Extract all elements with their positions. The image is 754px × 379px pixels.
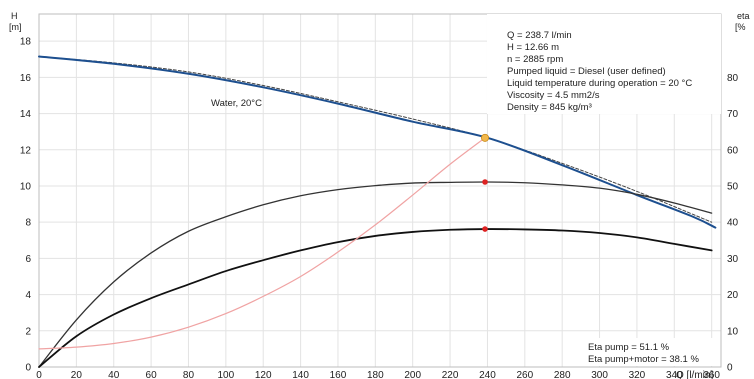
- x-tick-label: 260: [516, 370, 533, 379]
- y-right-tick-label: 40: [727, 218, 739, 229]
- y-left-tick-label: 2: [25, 326, 31, 337]
- plot-frame: [38, 13, 722, 368]
- x-tick-label: 40: [108, 370, 120, 379]
- y-left-tick-label: 8: [25, 218, 31, 229]
- x-tick-label: 120: [255, 370, 272, 379]
- x-tick-label: 80: [183, 370, 195, 379]
- x-tick-label: 240: [479, 370, 496, 379]
- x-tick-label: 160: [330, 370, 347, 379]
- y-left-tick-label: 6: [25, 254, 31, 265]
- info-line-density: Density = 845 kg/m³: [507, 102, 592, 113]
- y-right-tick-label: 30: [727, 254, 739, 265]
- eta-pump-motor-point: [482, 226, 488, 232]
- y-right-tick-label: 80: [727, 73, 739, 84]
- y-left-axis-label: H: [11, 11, 18, 21]
- y-right-axis-label: eta: [737, 11, 750, 21]
- y-right-tick-label: 0: [727, 363, 733, 374]
- eta-pump-point: [482, 179, 488, 185]
- x-tick-label: 280: [554, 370, 571, 379]
- y-left-tick-label: 0: [25, 363, 31, 374]
- y-right-tick-label: 50: [727, 181, 739, 192]
- x-axis-label: Q [l/min]: [676, 370, 713, 379]
- info-line-h: H = 12.66 m: [507, 42, 559, 53]
- x-tick-label: 360: [703, 370, 720, 379]
- x-tick-label: 340: [666, 370, 683, 379]
- series-water-head-curve: [38, 56, 713, 223]
- eta-box: [584, 338, 716, 366]
- x-tick-label: 0: [36, 370, 42, 379]
- y-right-tick-label: 60: [727, 145, 739, 156]
- info-line-viscosity: Viscosity = 4.5 mm2/s: [507, 90, 600, 101]
- y-left-tick-label: 12: [20, 145, 32, 156]
- info-line-liquid: Pumped liquid = Diesel (user defined): [507, 66, 666, 77]
- x-tick-label: 180: [367, 370, 384, 379]
- x-tick-label: 320: [629, 370, 646, 379]
- y-left-tick-label: 4: [25, 290, 31, 301]
- series-diesel-head-curve: [38, 55, 717, 229]
- info-line-n: n = 2885 rpm: [507, 54, 563, 65]
- y-right-tick-label: 70: [727, 109, 739, 120]
- x-tick-label: 220: [442, 370, 459, 379]
- y-left-axis-unit: [m]: [9, 22, 22, 32]
- series-eta-pump-motor-curve: [38, 228, 713, 368]
- y-left-tick-label: 16: [20, 73, 32, 84]
- y-left-tick-label: 10: [20, 181, 32, 192]
- series-eta-pump-curve: [38, 181, 713, 368]
- eta-pump-text: Eta pump = 51.1 %: [588, 342, 670, 353]
- info-line-q: Q = 238.7 l/min: [507, 30, 572, 41]
- tick-labels: 0 20 40 60 80 100 120 140 160 180 200 220 240 260 280 3…: [20, 37, 739, 379]
- x-tick-label: 300: [591, 370, 608, 379]
- x-tick-label: 20: [71, 370, 83, 379]
- eta-pump-motor-text: Eta pump+motor = 38.1 %: [588, 354, 699, 365]
- x-tick-label: 100: [218, 370, 235, 379]
- y-right-tick-label: 20: [727, 290, 739, 301]
- info-text: Q = 238.7 l/min H = 12.66 m n = 2885 rpm…: [507, 30, 692, 113]
- marker-layer: [481, 133, 490, 232]
- x-tick-label: 140: [292, 370, 309, 379]
- y-left-tick-label: 18: [20, 37, 32, 48]
- x-tick-label: 200: [404, 370, 421, 379]
- y-right-axis-unit: [%: [735, 22, 746, 32]
- series-layer: [38, 55, 717, 368]
- x-tick-label: 60: [146, 370, 158, 379]
- y-right-tick-label: 10: [727, 326, 739, 337]
- curve-label-water: Water, 20°C: [211, 98, 262, 109]
- operating-point-marker: [481, 133, 490, 142]
- info-line-temperature: Liquid temperature during operation = 20…: [507, 78, 692, 89]
- series-system-curve: [38, 137, 486, 350]
- info-box: [487, 14, 721, 114]
- y-left-tick-label: 14: [20, 109, 32, 120]
